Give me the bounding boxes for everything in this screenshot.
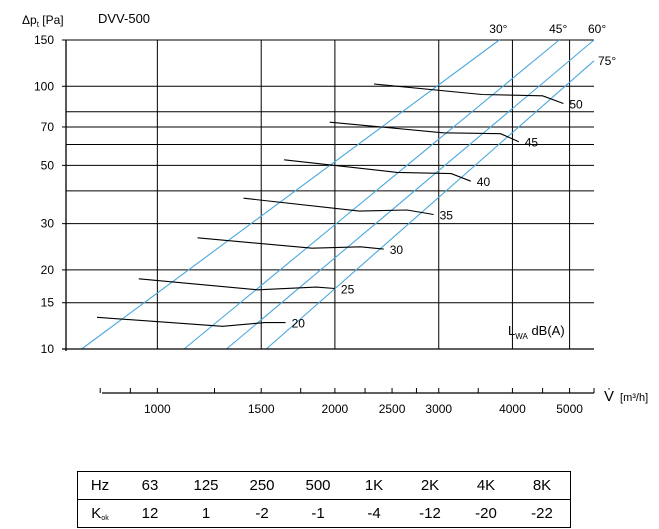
chart: DVV-500 Δpt [Pa] LWA dB(A) 10 15 20 30 50 70 1… (22, 11, 616, 356)
hz-cell: 500 (290, 471, 346, 500)
y-tick-label: 10 (41, 342, 55, 356)
y-axis-subscript: t (37, 20, 40, 29)
hz-cell: 250 (234, 471, 290, 500)
sound-line-label: 45 (525, 136, 539, 150)
sound-line-label: 35 (440, 209, 454, 223)
kok-subscript: ok (101, 515, 109, 522)
x-tick-label: 1000 (144, 402, 171, 416)
x-tick-label: 3000 (425, 402, 452, 416)
sound-line (197, 237, 384, 250)
table-row-kok: Kok 12 1 -2 -1 -4 -12 -20 -22 (77, 499, 571, 528)
sound-line-label: 30 (390, 243, 404, 257)
sound-line (138, 278, 335, 291)
kok-cell: 12 (122, 499, 178, 528)
sound-line (243, 197, 434, 216)
correction-table: Hz 63 125 250 500 1K 2K 4K 8K Kok 12 1 -… (77, 471, 571, 528)
row-label-hz: Hz (77, 471, 122, 500)
grid (66, 39, 594, 349)
kok-cell: -22 (514, 499, 571, 528)
y-tick-label: 100 (34, 79, 54, 93)
kok-cell: -4 (346, 499, 402, 528)
sound-line-label: 25 (341, 282, 355, 296)
sound-series-title: LWA dB(A) (508, 323, 565, 341)
hz-cell: 125 (178, 471, 234, 500)
x-axis-ticks: 1000 1500 2000 2500 3000 4000 5000 (99, 388, 595, 416)
y-tick-label: 70 (41, 120, 55, 134)
x-tick-label: 2500 (379, 402, 406, 416)
kok-cell: -1 (290, 499, 346, 528)
sound-lines (96, 83, 564, 327)
damper-line (226, 39, 595, 350)
axes (62, 39, 594, 351)
x-axis: 1000 1500 2000 2500 3000 4000 5000 V̇ [m³/h] (99, 388, 648, 416)
damper-label: 30° (489, 22, 507, 36)
y-tick-label: 50 (41, 158, 55, 172)
x-axis-symbol: V̇ (604, 388, 614, 405)
x-axis-unit: [m³/h] (620, 392, 648, 404)
damper-line (265, 60, 595, 350)
y-tick-label: 20 (41, 263, 55, 277)
chart-title: DVV-500 (98, 11, 150, 26)
kok-symbol: K (91, 505, 102, 522)
sound-line (373, 83, 564, 105)
damper-line (183, 39, 560, 350)
x-tick-label: 5000 (556, 402, 583, 416)
y-tick-label: 15 (41, 296, 55, 310)
kok-cell: -12 (402, 499, 458, 528)
hz-cell: 4K (458, 471, 514, 500)
x-tick-label: 4000 (499, 402, 526, 416)
sound-line-label: 50 (569, 97, 583, 111)
damper-lines (81, 39, 595, 350)
sound-series-subscript: WA (515, 332, 528, 341)
sound-line (96, 316, 286, 327)
y-axis-label: Δpt [Pa] (22, 13, 64, 29)
hz-cell: 2K (402, 471, 458, 500)
y-axis-unit: [Pa] (42, 13, 63, 27)
hz-cell: 8K (514, 471, 571, 500)
x-tick-label: 2000 (322, 402, 349, 416)
sound-line (284, 159, 471, 182)
kok-cell: 1 (178, 499, 234, 528)
damper-label: 45° (549, 22, 567, 36)
y-tick-label: 150 (34, 33, 54, 47)
x-axis-label: V̇ [m³/h] (604, 388, 648, 405)
kok-cell: -2 (234, 499, 290, 528)
x-tick-label: 1500 (248, 402, 275, 416)
row-label-kok: Kok (77, 499, 122, 528)
damper-label: 60° (588, 22, 606, 36)
damper-line (81, 39, 500, 350)
damper-label: 75° (598, 54, 616, 68)
sound-line-label: 20 (292, 317, 306, 331)
y-axis-symbol: Δp (22, 13, 37, 27)
kok-cell: -20 (458, 499, 514, 528)
sound-line (329, 121, 520, 143)
hz-cell: 63 (122, 471, 178, 500)
y-tick-label: 30 (41, 217, 55, 231)
sound-series-symbol: L (508, 323, 515, 338)
hz-cell: 1K (346, 471, 402, 500)
labels: DVV-500 Δpt [Pa] LWA dB(A) 10 15 20 30 50 70 1… (22, 11, 616, 356)
table-row-hz: Hz 63 125 250 500 1K 2K 4K 8K (77, 471, 571, 500)
sound-line-label: 40 (477, 175, 491, 189)
sound-series-unit: dB(A) (531, 323, 564, 338)
